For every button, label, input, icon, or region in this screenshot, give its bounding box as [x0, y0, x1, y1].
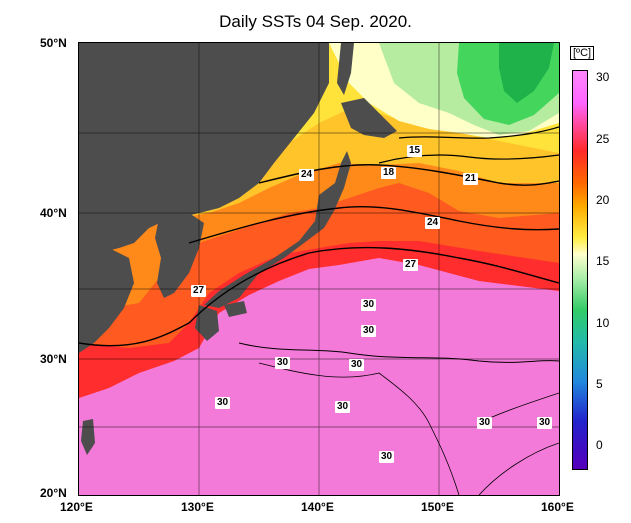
land-shikoku [224, 301, 247, 317]
contour-label: 30 [379, 451, 395, 463]
lon-label-140e: 140°E [301, 500, 334, 514]
land-hokkaido [341, 98, 397, 138]
lat-label-20n: 20°N [40, 486, 67, 500]
lat-label-30n: 30°N [40, 352, 67, 366]
contour-label: 30 [537, 417, 553, 429]
colorbar-tick: 25 [596, 132, 610, 146]
map-title: Daily SSTs 04 Sep. 2020. [219, 12, 412, 31]
contour-30d [478, 442, 559, 495]
sst-map-svg [79, 43, 559, 495]
land-asia [79, 43, 329, 258]
contour-label: 30 [361, 299, 377, 311]
contour-label: 15 [407, 145, 423, 157]
land-honshu [204, 151, 351, 308]
colorbar [572, 70, 588, 470]
contour-label: 30 [361, 325, 377, 337]
contour-24 [188, 205, 559, 244]
colorbar-tick: 20 [596, 193, 610, 207]
contour-label: 27 [403, 259, 419, 271]
sst-map: 24 15 18 21 24 27 27 30 30 30 30 30 30 3… [78, 42, 560, 496]
contour-label: 30 [335, 401, 351, 413]
lon-label-160e: 160°E [541, 500, 574, 514]
land-kyushu [195, 305, 219, 341]
contour-label: 30 [477, 417, 493, 429]
colorbar-tick: 30 [596, 70, 610, 84]
contour-label: 30 [215, 397, 231, 409]
colorbar-tick: 0 [596, 438, 603, 452]
land-korea [155, 213, 204, 298]
contour-label: 18 [381, 167, 397, 179]
colorbar-unit: [ºC] [570, 46, 595, 60]
contour-30 [238, 342, 559, 363]
lon-label-130e: 130°E [181, 500, 214, 514]
contour-15 [398, 126, 559, 139]
lat-label-40n: 40°N [40, 206, 67, 220]
contour-label: 27 [191, 285, 207, 297]
lon-label-150e: 150°E [421, 500, 454, 514]
land-taiwan [81, 419, 95, 455]
colorbar-tick: 15 [596, 254, 610, 268]
contour-label: 21 [463, 173, 479, 185]
contour-label: 30 [275, 357, 291, 369]
colorbar-tick: 5 [596, 377, 603, 391]
contour-label: 30 [349, 359, 365, 371]
lon-label-120e: 120°E [60, 500, 93, 514]
contour-label: 24 [425, 217, 441, 229]
contour-label: 24 [299, 169, 315, 181]
lat-label-50n: 50°N [40, 36, 67, 50]
contour-27 [79, 246, 559, 347]
contour-30b [258, 362, 460, 495]
land-sakhalin [337, 43, 354, 95]
colorbar-tick: 10 [596, 316, 610, 330]
contour-18 [378, 154, 559, 164]
band-deep-green [499, 43, 554, 103]
land-china-coast [79, 248, 134, 353]
